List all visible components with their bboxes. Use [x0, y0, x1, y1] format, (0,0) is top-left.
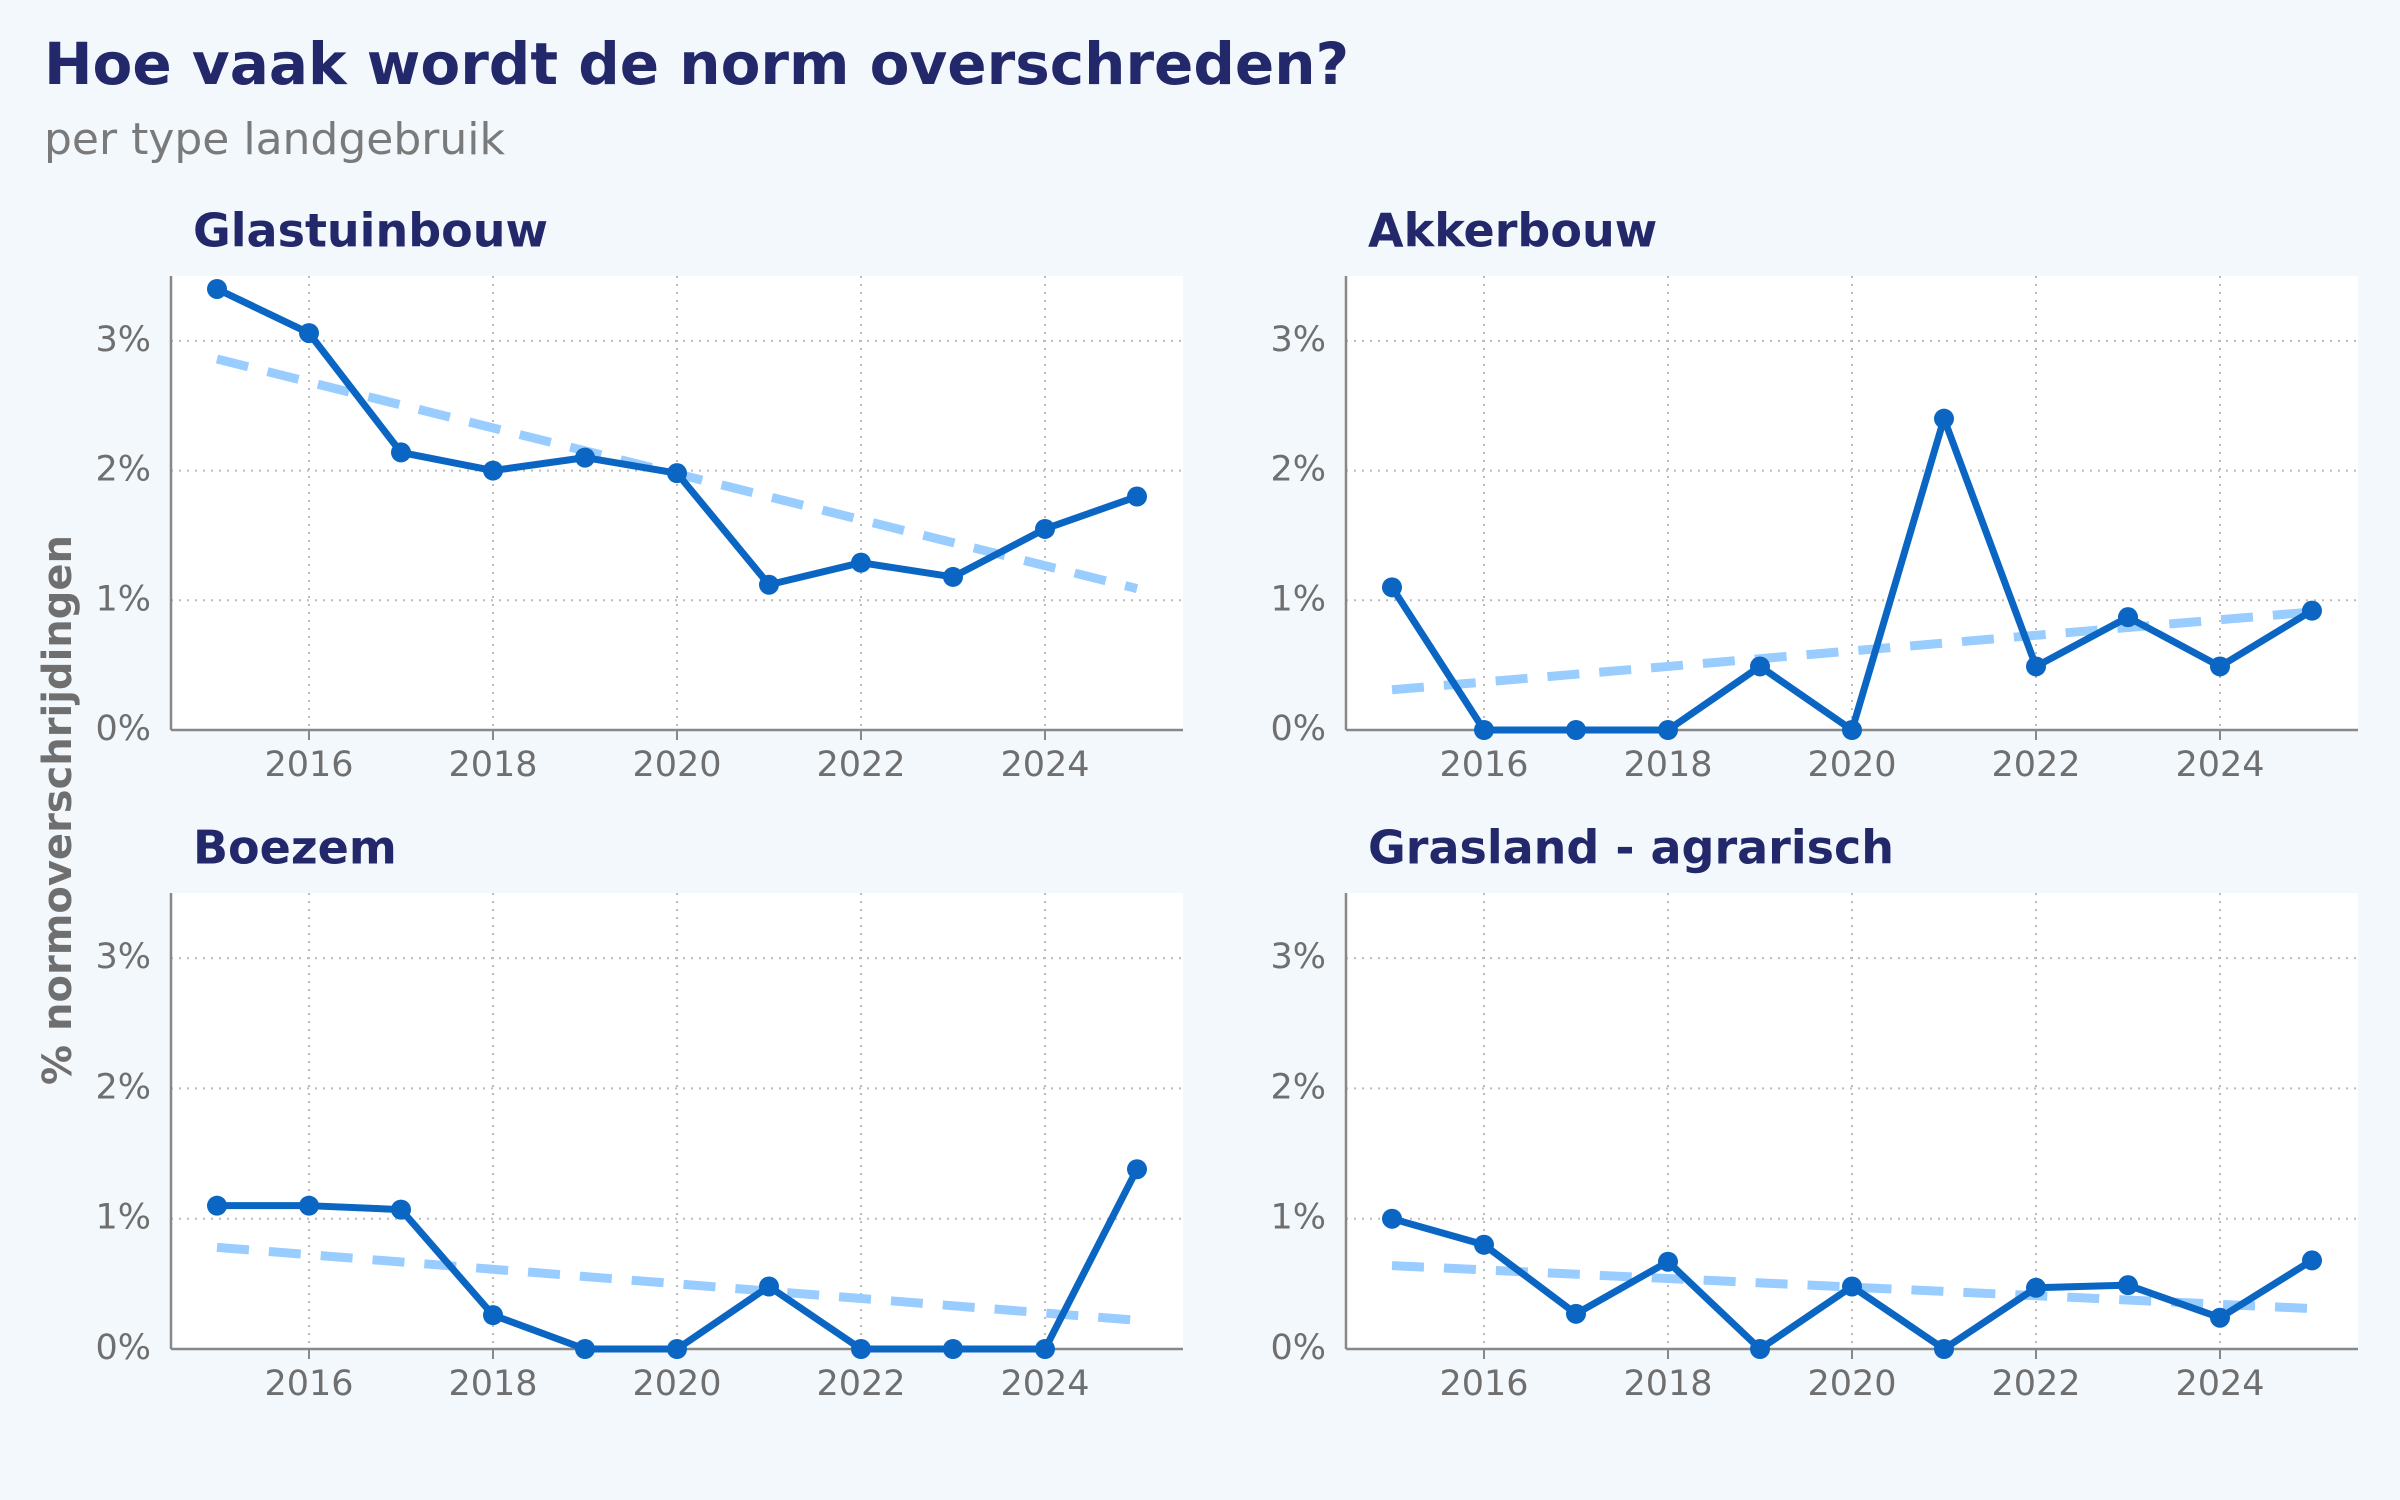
data-point — [2302, 1250, 2322, 1271]
y-tick-label: 2% — [1270, 450, 1326, 490]
x-tick-label: 2022 — [816, 1364, 905, 1404]
x-tick-label: 2018 — [1623, 1364, 1712, 1404]
x-tick-label: 2020 — [1807, 1364, 1896, 1404]
data-point — [667, 1339, 687, 1359]
data-point — [575, 447, 595, 468]
y-tick-label: 2% — [95, 1067, 151, 1107]
x-tick-label: 2020 — [1807, 745, 1896, 785]
data-point — [1566, 1303, 1586, 1324]
x-tick-label: 2022 — [1991, 1364, 2080, 1404]
x-tick-label: 2022 — [816, 745, 905, 785]
data-point — [1035, 518, 1055, 539]
data-point — [1127, 1159, 1147, 1180]
x-tick-label: 2016 — [1439, 1364, 1528, 1404]
data-point — [1658, 1251, 1678, 1272]
x-tick-label: 2016 — [1439, 745, 1528, 785]
x-tick-label: 2018 — [448, 745, 537, 785]
chart-subtitle: per type landgebruik — [44, 114, 505, 165]
y-tick-label: 0% — [1270, 1328, 1326, 1368]
y-axis-label: % normoverschrijdingen — [35, 535, 81, 1085]
data-point — [2026, 1277, 2046, 1298]
y-tick-label: 1% — [1270, 1198, 1326, 1238]
data-point — [851, 552, 871, 573]
y-tick-label: 1% — [95, 579, 151, 619]
data-point — [483, 1305, 503, 1326]
x-tick-label: 2018 — [1623, 745, 1712, 785]
data-point — [391, 442, 411, 463]
x-tick-label: 2024 — [1000, 745, 1089, 785]
data-point — [2026, 656, 2046, 677]
data-point — [1658, 720, 1678, 740]
plot-area — [171, 276, 1183, 730]
plot-area — [171, 893, 1183, 1349]
data-point — [2302, 600, 2322, 621]
y-tick-label: 0% — [95, 709, 151, 749]
data-point — [391, 1199, 411, 1220]
data-point — [575, 1339, 595, 1359]
data-point — [1750, 1339, 1770, 1359]
data-point — [1750, 656, 1770, 677]
data-point — [1382, 577, 1402, 598]
x-tick-label: 2016 — [264, 1364, 353, 1404]
data-point — [759, 574, 779, 595]
x-tick-label: 2024 — [2175, 745, 2264, 785]
data-point — [851, 1339, 871, 1359]
y-tick-label: 2% — [95, 450, 151, 490]
data-point — [1842, 720, 1862, 740]
panel-title: Boezem — [193, 821, 397, 875]
x-tick-label: 2022 — [1991, 745, 2080, 785]
panel-title: Glastuinbouw — [193, 204, 548, 258]
data-point — [2118, 1275, 2138, 1296]
y-tick-label: 2% — [1270, 1067, 1326, 1107]
data-point — [483, 460, 503, 481]
data-point — [667, 463, 687, 484]
data-point — [2210, 656, 2230, 677]
data-point — [1934, 408, 1954, 429]
data-point — [1382, 1208, 1402, 1229]
y-tick-label: 3% — [1270, 937, 1326, 977]
data-point — [299, 1195, 319, 1216]
data-point — [299, 323, 319, 344]
x-tick-label: 2016 — [264, 745, 353, 785]
plot-area — [1346, 276, 2358, 730]
data-point — [2210, 1307, 2230, 1328]
data-point — [207, 1195, 227, 1216]
data-point — [1474, 720, 1494, 740]
y-tick-label: 3% — [95, 320, 151, 360]
y-tick-label: 3% — [1270, 320, 1326, 360]
x-tick-label: 2020 — [632, 1364, 721, 1404]
x-tick-label: 2024 — [1000, 1364, 1089, 1404]
data-point — [2118, 607, 2138, 628]
panel-title: Grasland - agrarisch — [1368, 821, 1894, 875]
data-point — [1934, 1339, 1954, 1359]
y-tick-label: 1% — [1270, 579, 1326, 619]
y-tick-label: 0% — [95, 1328, 151, 1368]
data-point — [1035, 1339, 1055, 1359]
data-point — [943, 1339, 963, 1359]
y-tick-label: 3% — [95, 937, 151, 977]
y-tick-label: 1% — [95, 1198, 151, 1238]
data-point — [1474, 1234, 1494, 1255]
data-point — [207, 278, 227, 299]
x-tick-label: 2020 — [632, 745, 721, 785]
data-point — [1842, 1276, 1862, 1297]
data-point — [759, 1276, 779, 1297]
data-point — [943, 566, 963, 587]
panel-title: Akkerbouw — [1368, 204, 1657, 258]
x-tick-label: 2024 — [2175, 1364, 2264, 1404]
data-point — [1127, 486, 1147, 507]
y-tick-label: 0% — [1270, 709, 1326, 749]
data-point — [1566, 720, 1586, 740]
x-tick-label: 2018 — [448, 1364, 537, 1404]
chart-title: Hoe vaak wordt de norm overschreden? — [44, 30, 1349, 98]
